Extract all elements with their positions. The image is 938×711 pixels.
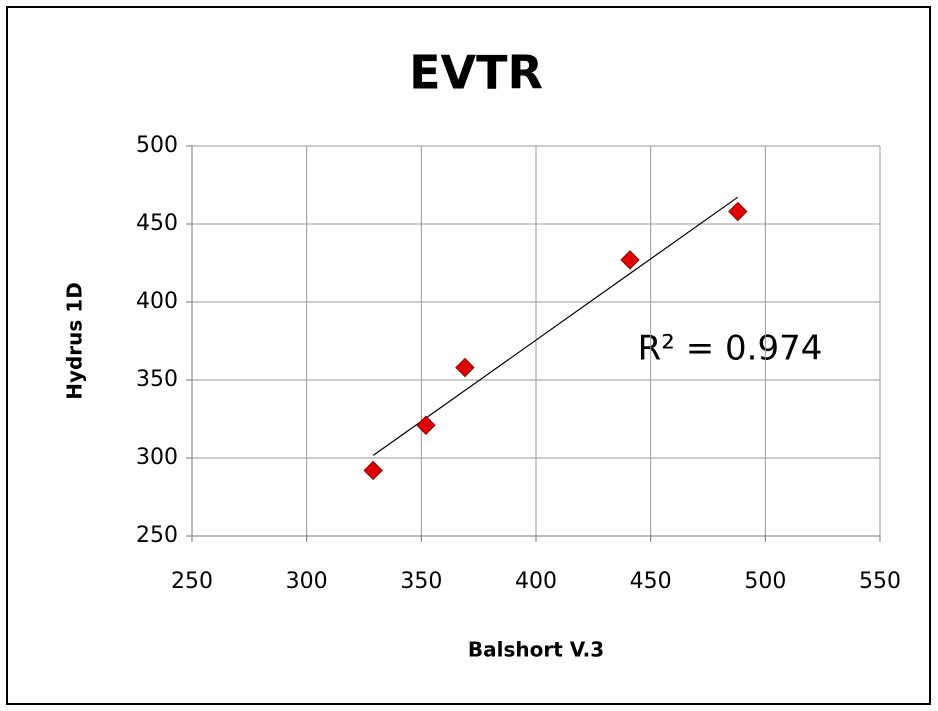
annotation: R² = 0.974 xyxy=(638,329,823,369)
x-tick-label: 400 xyxy=(515,569,557,594)
data-point xyxy=(455,357,475,378)
data-point xyxy=(728,201,748,222)
x-tick-label: 300 xyxy=(286,569,328,594)
y-tick-label: 400 xyxy=(136,289,178,314)
y-axis-label: Hydrus 1D xyxy=(63,282,87,400)
x-tick-label: 450 xyxy=(630,569,672,594)
data-point xyxy=(363,460,383,481)
y-tick-label: 300 xyxy=(136,445,178,470)
chart-title: EVTR xyxy=(409,46,543,100)
data-point xyxy=(416,415,436,435)
x-tick-label: 500 xyxy=(744,569,786,594)
trendline xyxy=(372,196,739,456)
y-tick-label: 500 xyxy=(136,133,178,158)
chart-frame xyxy=(6,6,931,705)
y-tick-label: 250 xyxy=(136,523,178,548)
data-point xyxy=(620,250,640,270)
x-axis-label: Balshort V.3 xyxy=(468,638,604,662)
y-tick-label: 350 xyxy=(136,367,178,392)
x-tick-label: 350 xyxy=(400,569,442,594)
y-tick-label: 450 xyxy=(136,211,178,236)
x-tick-label: 550 xyxy=(859,569,901,594)
x-tick-label: 250 xyxy=(171,569,213,594)
